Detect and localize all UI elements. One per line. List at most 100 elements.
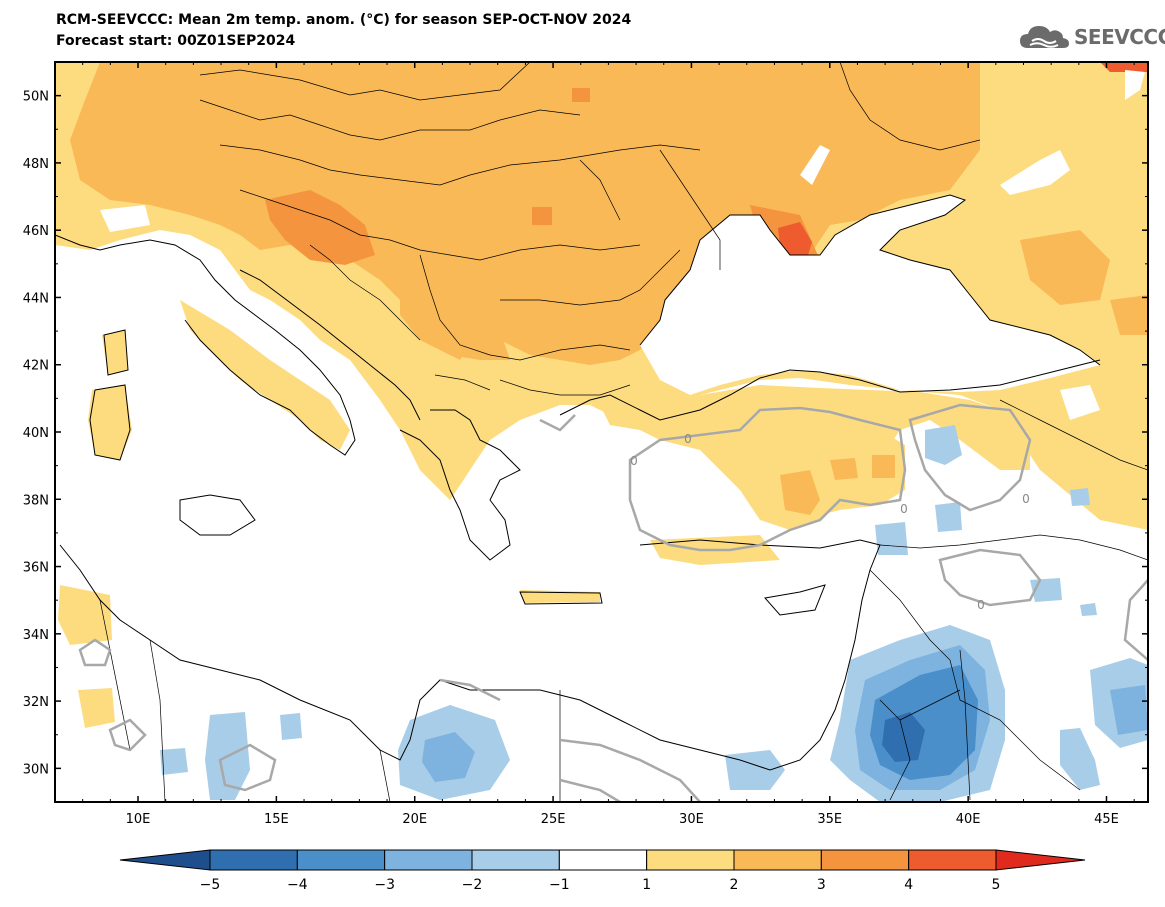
colorbar-tick-label: 2	[730, 877, 739, 893]
anomaly-3-4-dot1	[572, 88, 590, 102]
map-frame	[54, 61, 1149, 803]
anomaly-neg-iraq-east	[1090, 658, 1148, 748]
colorbar-tick-label: 4	[904, 877, 913, 893]
colorbar-box	[209, 849, 298, 871]
contour-label: 0	[977, 598, 985, 612]
anomaly-2-3-balkans	[400, 290, 510, 360]
anomaly-neg-4-5-jordan	[882, 712, 925, 762]
anomaly-1-2-turkey	[600, 385, 1030, 530]
anomaly-3-4-alps-croatia	[265, 190, 375, 265]
anomaly-1-2-caucasus	[1040, 380, 1148, 525]
anomaly-neg-turkey-2	[935, 502, 962, 532]
anomaly-2-3-russia-east	[1020, 230, 1110, 305]
colorbar-box	[296, 849, 386, 871]
colorbar-box	[733, 849, 822, 871]
colorbar-box	[471, 849, 560, 871]
anomaly-2-3-black-sea-north	[700, 205, 830, 260]
forecast-start-label: Forecast start: 00Z01SEP2024	[56, 33, 296, 49]
anomaly-3-4-crimea	[750, 205, 820, 280]
lat-label: 44N	[23, 291, 49, 306]
anomaly-2-3-central-europe	[70, 62, 980, 365]
anomaly-1-2-north	[55, 62, 1148, 530]
lat-label: 42N	[23, 359, 49, 374]
anomaly-neg-cyrenaica	[398, 705, 510, 800]
anomaly-4-5-crimea	[778, 222, 812, 265]
lat-label: 46N	[23, 224, 49, 239]
colorbar-high-extend	[995, 849, 1086, 871]
anomaly-neg-2-3-jordan	[855, 645, 990, 790]
anomaly-neg-iraq-east-2	[1110, 685, 1148, 735]
cloud-icon	[1020, 26, 1069, 48]
colorbar-tick-label: 3	[817, 877, 826, 893]
lon-label: 40E	[956, 812, 981, 827]
anomaly-white-russia-2	[1125, 70, 1145, 100]
colorbar: −5 −4 −3 −2 −1 1 2 3 4 5	[119, 849, 1086, 893]
colorbar-box	[384, 849, 473, 871]
coastlines	[55, 194, 1101, 771]
lon-label: 25E	[541, 812, 566, 827]
colorbar-box	[820, 849, 910, 871]
lat-label: 36N	[23, 561, 49, 576]
map-layers	[55, 62, 1148, 802]
anomaly-white-russia	[1000, 150, 1070, 195]
anomaly-3-4-dot2	[532, 207, 552, 225]
anomaly-1-2-greece-coast	[400, 410, 470, 500]
anomaly-2-3-anatolia-3	[872, 455, 895, 478]
anomaly-neg-syria	[875, 522, 908, 555]
colorbar-tick-label: −3	[374, 877, 395, 893]
lon-label: 15E	[264, 812, 289, 827]
lat-label: 50N	[23, 90, 49, 105]
anomaly-neg-iraq-north	[1080, 603, 1097, 616]
lon-label: 30E	[679, 812, 704, 827]
anomaly-white-ukraine	[800, 145, 830, 185]
contour-label: 0	[684, 432, 692, 446]
colorbar-low-extend	[119, 849, 211, 871]
seevccc-logo: SEEVCCC	[1018, 20, 1165, 54]
anomaly-neg-cyrenaica-2	[422, 732, 475, 782]
anomaly-neg-egypt	[725, 750, 785, 790]
anomaly-1-2-italy	[180, 300, 350, 450]
anomaly-neg-turkey-east	[1070, 488, 1090, 506]
contour-label: 0	[1022, 492, 1030, 506]
sea-background	[55, 62, 1148, 802]
country-borders	[99, 62, 1148, 802]
anomaly-neg-syria-2	[1030, 578, 1062, 602]
lat-label: 32N	[23, 695, 49, 710]
anomaly-1-2-libya-west	[78, 688, 115, 728]
colorbar-tick-label: −4	[287, 877, 308, 893]
anomaly-2-3-caucasus	[1110, 295, 1148, 335]
anomaly-1-2-crete	[520, 590, 600, 603]
anomaly-white-alps	[100, 205, 150, 232]
anomaly-neg-turkey-1	[925, 425, 962, 465]
anomaly-1-2-anatolia-south	[740, 430, 905, 520]
contour-labels: 0 0 0 0 0	[630, 432, 1030, 612]
anomaly-1-2-sardinia	[88, 385, 132, 460]
anomaly-4-5-northeast	[1100, 62, 1148, 72]
colorbar-tick-label: 5	[992, 877, 1001, 893]
anomaly-2-3-anatolia	[780, 470, 820, 515]
anomaly-2-3-anatolia-2	[830, 458, 858, 480]
logo-text: SEEVCCC	[1074, 25, 1165, 49]
lon-label: 10E	[126, 812, 151, 827]
lat-label: 40N	[23, 426, 49, 441]
black-sea	[640, 195, 1100, 395]
zero-contours	[78, 403, 1148, 802]
anomaly-neg-1-2-jordan	[830, 625, 1005, 802]
lon-label: 35E	[817, 812, 842, 827]
colorbar-box	[558, 849, 648, 871]
colorbar-box	[646, 849, 735, 871]
latitude-axis: 50N 48N 46N 44N 42N 40N 38N 36N 34N 32N 30N	[23, 61, 1148, 803]
anomaly-neg-libya-dot2	[280, 713, 302, 740]
anomaly-1-2-rhodes-coast	[650, 535, 780, 565]
lat-label: 38N	[23, 493, 49, 508]
lat-label: 30N	[23, 762, 49, 777]
colorbar-tick-label: 1	[642, 877, 651, 893]
colorbar-box	[908, 849, 997, 871]
lat-label: 34N	[23, 628, 49, 643]
anomaly-neg-3-4-jordan	[870, 665, 978, 780]
colorbar-tick-label: −2	[462, 877, 483, 893]
lat-label: 48N	[23, 157, 49, 172]
contour-label: 0	[900, 502, 908, 516]
colorbar-tick-label: −1	[549, 877, 570, 893]
